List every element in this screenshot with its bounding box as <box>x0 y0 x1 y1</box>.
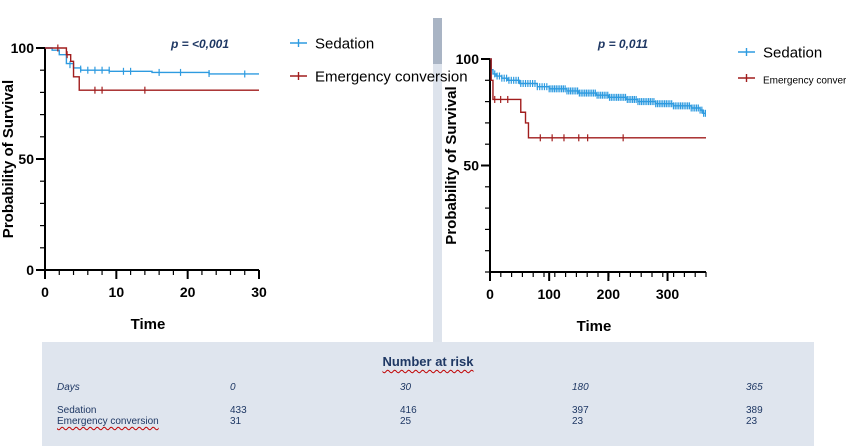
risk-days-label: Days <box>57 382 80 393</box>
y-tick-label: 50 <box>18 151 34 167</box>
risk-day-180: 180 <box>572 382 589 393</box>
risk-table-title: Number at risk <box>382 354 474 369</box>
risk-row-sedation-label: Sedation <box>57 405 97 416</box>
x-tick-label: 200 <box>597 286 621 302</box>
legend-label-emergency-conversion: Emergency conversion <box>763 75 846 86</box>
risk-day-0: 0 <box>230 382 236 393</box>
p-value-annotation: p = 0,011 <box>597 37 648 51</box>
x-tick-label: 20 <box>180 284 196 300</box>
y-tick-label: 50 <box>463 158 479 174</box>
y-tick-label: 100 <box>11 40 35 56</box>
y-axis-label: Probability of Survival <box>0 80 17 238</box>
risk-day-30: 30 <box>400 382 412 393</box>
risk-sedation-day-180: 397 <box>572 405 589 416</box>
y-axis-label: Probability of Survival <box>443 86 460 244</box>
legend-label-emergency-conversion: Emergency conversion <box>315 68 468 85</box>
p-value-annotation: p = <0,001 <box>170 37 229 51</box>
risk-sedation-day-0: 433 <box>230 405 247 416</box>
risk-emergency-day-180: 23 <box>572 416 584 427</box>
y-tick-label: 0 <box>26 262 34 278</box>
divider-scroll-thumb[interactable] <box>433 18 442 64</box>
legend-label-sedation: Sedation <box>315 35 374 52</box>
risk-sedation-day-365: 389 <box>746 405 763 416</box>
x-axis-label: Time <box>131 316 166 333</box>
x-tick-label: 100 <box>537 286 561 302</box>
x-tick-label: 10 <box>109 284 125 300</box>
km-chart-1-year: 0 100 200 300 50 100 Time Probability of Surviv… <box>443 37 846 335</box>
y-tick-label: 100 <box>456 51 480 67</box>
survival-curve-emergency-conversion <box>45 47 259 91</box>
x-tick-label: 0 <box>486 286 494 302</box>
survival-curve-sedation <box>45 47 259 75</box>
x-tick-label: 30 <box>251 284 267 300</box>
risk-emergency-day-30: 25 <box>400 416 412 427</box>
x-axis-label: Time <box>577 318 612 335</box>
risk-row-emergency-label: Emergency conversion <box>57 416 159 427</box>
risk-emergency-day-365: 23 <box>746 416 758 427</box>
number-at-risk-table: Number at risk Days 0 30 180 365 Sedatio… <box>42 342 814 446</box>
risk-sedation-day-30: 416 <box>400 405 417 416</box>
panel-divider <box>433 18 442 343</box>
x-tick-label: 0 <box>41 284 49 300</box>
legend-label-sedation: Sedation <box>763 44 822 61</box>
risk-emergency-day-0: 31 <box>230 416 242 427</box>
x-tick-label: 300 <box>656 286 680 302</box>
km-chart-30-day: 0 10 20 30 0 50 100 Time Probability of Survival… <box>0 35 468 333</box>
survival-curve-emergency-conversion <box>490 58 706 139</box>
risk-day-365: 365 <box>746 382 763 393</box>
